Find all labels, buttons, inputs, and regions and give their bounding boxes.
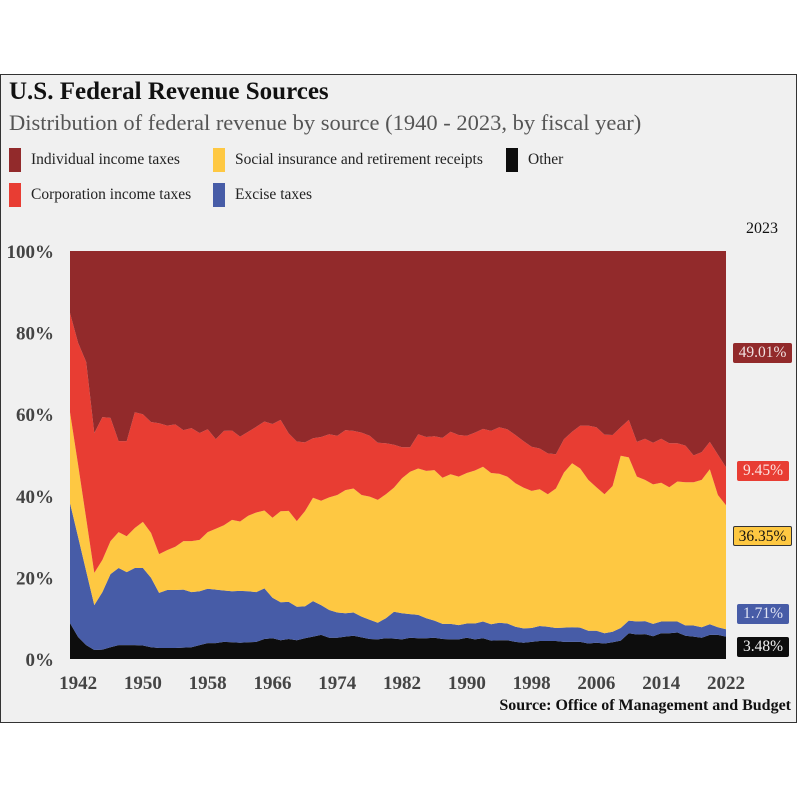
y-tick-label: 0% — [26, 650, 55, 671]
legend-item-excise[interactable]: Excise taxes — [213, 183, 312, 207]
legend-swatch-excise — [213, 183, 225, 207]
annotation-social-insurance: 36.35% — [733, 526, 792, 546]
area-corporation-income-taxes — [70, 313, 726, 573]
annotation-excise: 1.71% — [737, 604, 789, 624]
y-tick-label: 60% — [16, 405, 54, 426]
highlight-year-label: 2023 — [746, 220, 778, 237]
x-tick-label: 2014 — [642, 673, 681, 694]
legend-item-other[interactable]: Other — [506, 148, 563, 172]
chart-title: U.S. Federal Revenue Sources — [9, 78, 329, 105]
legend-item-individual[interactable]: Individual income taxes — [9, 148, 180, 172]
area-layers — [70, 251, 726, 659]
legend-swatch-social-insurance — [213, 148, 225, 172]
x-tick-label: 1966 — [253, 673, 291, 694]
x-tick-label: 1990 — [448, 673, 486, 694]
legend-swatch-other — [506, 148, 518, 172]
y-tick-label: 100% — [7, 242, 55, 263]
area-social-insurance-and-retirement-receipts — [70, 412, 726, 634]
x-tick-label: 1950 — [124, 673, 162, 694]
x-tick-label: 2022 — [707, 673, 745, 694]
x-tick-label: 1974 — [318, 673, 357, 694]
legend-item-corporation[interactable]: Corporation income taxes — [9, 183, 191, 207]
legend-item-social-insurance[interactable]: Social insurance and retirement receipts — [213, 148, 483, 172]
area-excise-taxes — [70, 503, 726, 650]
x-tick-label: 1998 — [513, 673, 551, 694]
legend-label-individual: Individual income taxes — [31, 151, 180, 168]
annotation-other: 3.48% — [737, 637, 789, 657]
annotation-corporation: 9.45% — [737, 461, 789, 481]
chart-subtitle: Distribution of federal revenue by sourc… — [9, 110, 642, 135]
area-other — [70, 623, 726, 659]
legend-swatch-individual — [9, 148, 21, 172]
y-tick-label: 80% — [16, 324, 54, 345]
legend-swatch-corporation — [9, 183, 21, 207]
x-tick-label: 1942 — [59, 673, 97, 694]
x-tick-label: 1982 — [383, 673, 421, 694]
legend-label-excise: Excise taxes — [235, 186, 313, 203]
y-tick-label: 40% — [16, 487, 54, 508]
y-axis: 0% 20% 40% 60% 80% 100% — [7, 242, 55, 671]
legend-label-corporation: Corporation income taxes — [31, 186, 192, 203]
x-tick-label: 1958 — [189, 673, 227, 694]
x-tick-label: 2006 — [577, 673, 615, 694]
source-note: Source: Office of Management and Budget — [499, 697, 791, 714]
legend-label-social-insurance: Social insurance and retirement receipts — [235, 151, 483, 168]
legend-label-other: Other — [528, 151, 564, 168]
x-axis: 1942 1950 1958 1966 1974 1982 1990 1998 2006 2014… — [59, 673, 745, 694]
area-individual-income-taxes — [70, 251, 726, 468]
y-tick-label: 20% — [16, 568, 54, 589]
annotation-individual: 49.01% — [733, 343, 792, 363]
